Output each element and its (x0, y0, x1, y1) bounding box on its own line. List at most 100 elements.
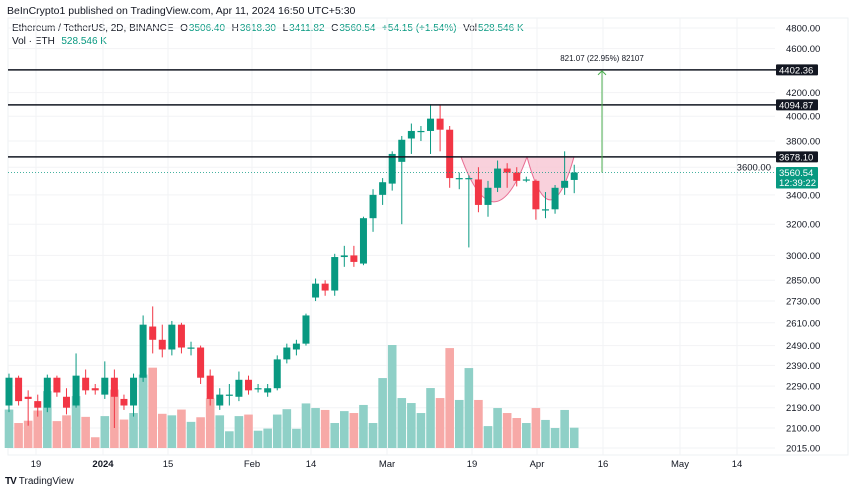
volume-bar (225, 431, 234, 448)
candle-body (225, 394, 233, 396)
candle-body (484, 187, 492, 205)
candle-body (43, 377, 51, 408)
volume-bar (234, 416, 244, 448)
arrow-up-icon (597, 70, 607, 76)
volume-bar (253, 430, 263, 448)
candle-body (177, 324, 185, 348)
volume-bar (129, 413, 138, 448)
tradingview-logo[interactable]: TV TradingView (5, 476, 74, 487)
volume-bar (454, 399, 464, 448)
level-price-tag (776, 151, 818, 163)
candle-body (197, 347, 205, 378)
x-tick-label: 14 (732, 459, 743, 470)
candle-body (340, 255, 348, 258)
volume-bar (560, 409, 569, 448)
candle-body (91, 388, 99, 391)
volume-indicator-label[interactable]: Vol · ETH (12, 36, 55, 47)
candle-body (5, 377, 13, 406)
candle-body (465, 178, 473, 180)
y-tick-label: 2015.00 (786, 444, 820, 455)
volume-bar (167, 415, 177, 448)
candle-body (130, 377, 138, 406)
volume-bar (330, 423, 340, 448)
candle-body (15, 377, 23, 402)
candle-body (455, 178, 463, 180)
x-tick-label: 2024 (92, 459, 114, 470)
volume-bar (301, 403, 311, 448)
candle-body (187, 347, 195, 349)
volume-bar (531, 408, 541, 448)
y-tick-label: 4600.00 (786, 44, 820, 55)
volume-bar (157, 413, 167, 448)
volume-bar (4, 409, 14, 448)
level-price-tag (776, 99, 818, 111)
volume-bar (340, 411, 349, 448)
x-tick-label: 19 (31, 459, 42, 470)
volume-bar (387, 345, 397, 448)
candle-body (235, 379, 243, 397)
volume-bar (378, 378, 387, 448)
volume-bar (177, 409, 186, 448)
candle-body (273, 359, 281, 389)
volume-bar (483, 426, 493, 448)
volume-bar (282, 409, 292, 448)
candle-body (264, 388, 272, 393)
published-note: BeInCrypto1 published on TradingView.com… (7, 5, 356, 17)
y-tick-label: 2390.00 (786, 361, 820, 372)
candle-body (331, 257, 339, 291)
candle-body (446, 129, 454, 179)
candle-body (436, 118, 444, 130)
candle-body (245, 379, 252, 391)
volume-bar (397, 398, 407, 448)
volume-bar (148, 367, 157, 448)
volume-bar (205, 398, 215, 448)
x-tick-label: Feb (244, 459, 260, 470)
volume-bar (23, 420, 33, 448)
volume-bar (14, 423, 23, 448)
candle-body (62, 396, 70, 408)
volume-bar (62, 415, 71, 448)
volume-bar (186, 421, 196, 448)
volume-bar (464, 368, 474, 448)
volume-bar (550, 428, 560, 448)
plot-frame (7, 17, 849, 456)
candle-body (110, 377, 118, 397)
candle-body (206, 375, 214, 399)
level-price-tag (776, 64, 818, 76)
volume-bar (445, 348, 454, 448)
candle-body (570, 172, 578, 180)
volume-bar (311, 408, 320, 448)
y-tick-label: 3600.00 (737, 163, 771, 174)
volume-bar (368, 423, 378, 448)
last-price-label: 3560.54 (779, 168, 813, 179)
volume-bar (33, 410, 43, 448)
candle-body (541, 209, 549, 211)
candle-body (369, 194, 377, 219)
y-tick-label: 3200.00 (786, 220, 820, 231)
candle-body (292, 343, 300, 350)
candle-body (283, 347, 291, 360)
volume-bar (292, 428, 301, 448)
candle-body (149, 326, 157, 340)
x-tick-label: 16 (598, 459, 609, 470)
candle-body (379, 182, 387, 195)
tv-logo-icon: TV (5, 476, 17, 487)
candle-body (168, 324, 176, 350)
candle-body (72, 375, 80, 406)
candle-body (427, 118, 435, 131)
candle-body (503, 168, 511, 173)
candle-body (321, 283, 329, 291)
y-tick-label: 2100.00 (786, 424, 820, 435)
volume-bar (349, 413, 359, 448)
x-tick-label: May (671, 459, 689, 470)
candle-body (398, 139, 406, 162)
candle-body (532, 180, 540, 210)
candle-body (139, 324, 147, 378)
volume-bar (493, 408, 502, 448)
level-price-label: 3678.10 (779, 152, 813, 163)
volume-bar (215, 415, 225, 448)
volume-bar (43, 391, 52, 448)
x-tick-label: 15 (163, 459, 174, 470)
candle-body (216, 394, 224, 406)
